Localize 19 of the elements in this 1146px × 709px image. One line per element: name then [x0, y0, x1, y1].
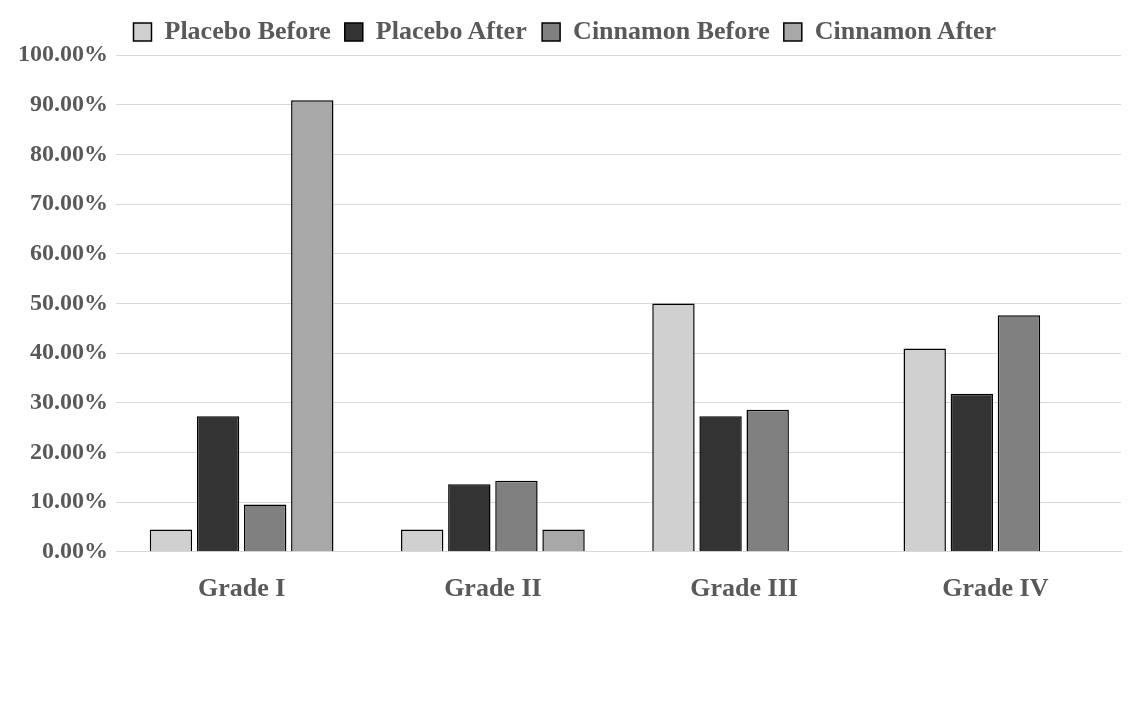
y-tick-label: 10.00% [30, 487, 108, 514]
y-tick-label: 20.00% [30, 437, 108, 464]
legend-label: Cinnamon After [814, 15, 997, 45]
y-tick-label: 30.00% [30, 387, 108, 414]
x-tick-label: Grade IV [942, 573, 1049, 603]
legend-label: Placebo Before [164, 15, 331, 45]
y-tick-label: 0.00% [42, 537, 108, 563]
y-tick-label: 70.00% [30, 189, 108, 216]
y-tick-label: 100.00% [18, 40, 108, 67]
x-tick-label: Grade I [197, 573, 286, 603]
y-tick-label: 40.00% [30, 338, 108, 365]
legend-label: Cinnamon Before [573, 15, 770, 45]
y-tick-label: 60.00% [30, 238, 108, 265]
legend-label: Placebo After [375, 15, 527, 45]
y-tick-label: 90.00% [30, 89, 108, 116]
x-tick-label: Grade III [690, 573, 798, 603]
y-tick-label: 80.00% [30, 139, 108, 166]
y-tick-label: 50.00% [30, 288, 108, 315]
x-tick-label: Grade II [444, 573, 542, 603]
